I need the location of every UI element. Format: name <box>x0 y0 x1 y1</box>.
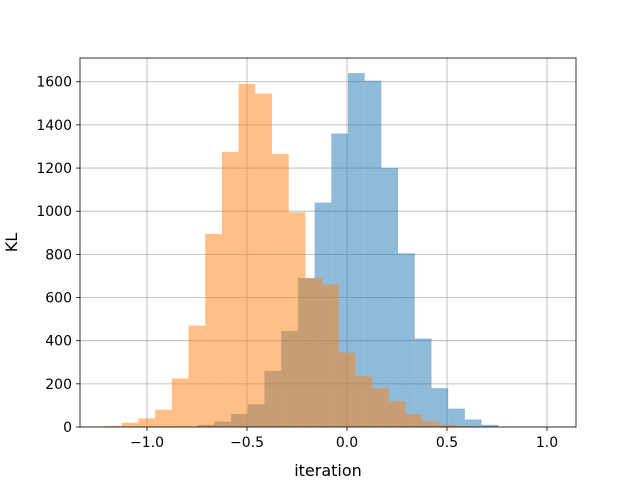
histogram-bar-series-1 <box>388 401 406 427</box>
x-tick-label: 1.0 <box>536 435 558 451</box>
x-tick-label: −0.5 <box>230 435 264 451</box>
histogram-bar-series-1 <box>138 418 156 427</box>
histogram-bar-series-1 <box>121 422 139 427</box>
histogram-bar-series-1 <box>288 212 306 427</box>
histogram-bar-series-1 <box>188 325 206 427</box>
histogram-bar-series-1 <box>205 233 222 427</box>
x-tick-label: −1.0 <box>130 435 164 451</box>
histogram-bar-series-1 <box>455 425 473 427</box>
histogram-bar-series-0 <box>414 338 432 427</box>
histogram-bar-series-1 <box>322 284 339 427</box>
axis-ticks: −1.0 −0.5 0.0 0.5 1.0 0 200 400 600 800 1000 1200 14… <box>36 75 558 451</box>
histogram-bar-series-0 <box>464 419 482 427</box>
x-tick-label: 0.5 <box>436 435 458 451</box>
y-tick-label: 1200 <box>36 161 72 177</box>
y-tick-label: 800 <box>45 247 72 263</box>
y-tick-label: 1400 <box>36 118 72 134</box>
y-axis-label: KL <box>2 233 21 252</box>
histogram-bar-series-1 <box>171 378 189 427</box>
histogram-bar-series-1 <box>238 83 256 427</box>
histogram-bar-series-1 <box>355 376 373 427</box>
histogram-bars <box>105 73 515 428</box>
histogram-bar-series-1 <box>372 388 389 427</box>
histogram-bar-series-1 <box>105 425 122 427</box>
x-tick-label: 0.0 <box>336 435 358 451</box>
x-axis-label: iteration <box>294 461 362 480</box>
y-tick-label: 1000 <box>36 204 72 220</box>
histogram-bar-series-0 <box>431 388 449 427</box>
histogram-bar-series-0 <box>481 424 499 427</box>
histogram-bar-series-0 <box>364 80 382 427</box>
y-tick-label: 600 <box>45 291 72 307</box>
y-tick-label: 200 <box>45 377 72 393</box>
histogram-bar-series-1 <box>255 93 272 428</box>
y-tick-label: 400 <box>45 334 72 350</box>
histogram-bar-series-1 <box>272 154 289 428</box>
histogram-bar-series-0 <box>381 168 399 428</box>
histogram-bar-series-1 <box>338 352 356 427</box>
histogram-bar-series-1 <box>155 409 172 427</box>
histogram-bar-series-0 <box>448 408 465 427</box>
histogram-bar-series-0 <box>348 73 365 428</box>
histogram-bar-series-0 <box>398 253 415 427</box>
histogram-bar-series-1 <box>422 421 439 427</box>
histogram-bar-series-1 <box>439 424 456 427</box>
y-tick-label: 1600 <box>36 75 72 91</box>
y-tick-label: 0 <box>63 420 72 436</box>
histogram-bar-series-1 <box>305 278 323 427</box>
plot-frame <box>79 57 577 428</box>
histogram-bar-series-1 <box>221 151 239 428</box>
histogram-bar-series-1 <box>405 414 423 427</box>
